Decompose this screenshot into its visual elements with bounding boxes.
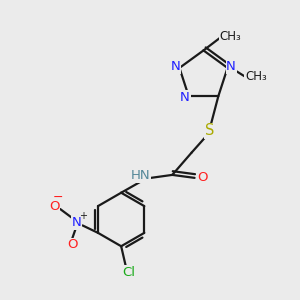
Text: CH₃: CH₃ — [219, 30, 241, 43]
Text: N: N — [180, 91, 190, 104]
Text: N: N — [226, 60, 236, 73]
Text: O: O — [67, 238, 77, 251]
Text: O: O — [49, 200, 60, 213]
Text: CH₃: CH₃ — [245, 70, 267, 83]
Text: +: + — [79, 211, 87, 221]
Text: S: S — [205, 123, 214, 138]
Text: −: − — [52, 191, 63, 204]
Text: N: N — [171, 60, 181, 73]
Text: N: N — [72, 216, 82, 229]
Text: HN: HN — [131, 169, 150, 182]
Text: Cl: Cl — [122, 266, 135, 279]
Text: O: O — [197, 171, 207, 184]
